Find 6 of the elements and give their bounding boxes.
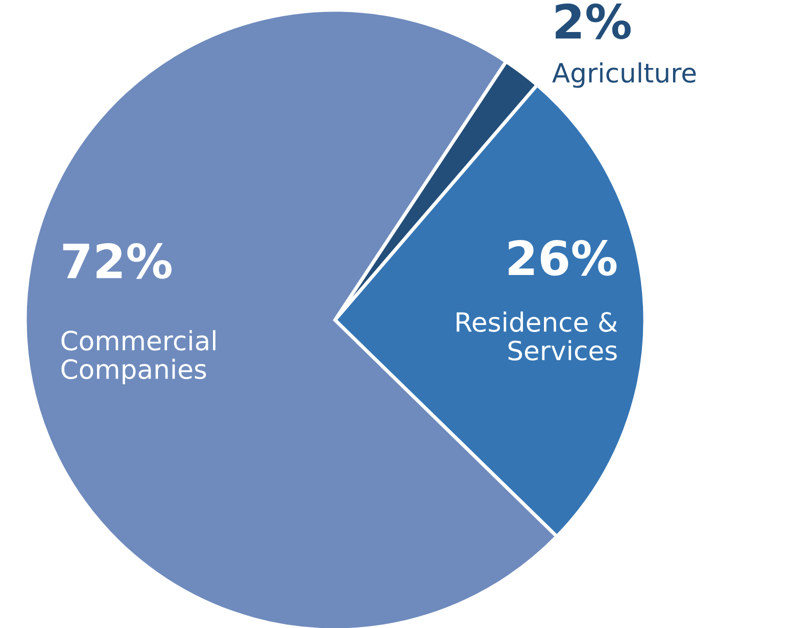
slice-label: Commercial Companies	[62, 330, 216, 384]
data-label: 26%	[508, 240, 617, 276]
data-label: 2%	[556, 3, 631, 40]
slice-label: Residence & Services	[456, 312, 618, 361]
slice-label: Agriculture	[552, 62, 696, 88]
data-label: 72%	[63, 243, 172, 279]
